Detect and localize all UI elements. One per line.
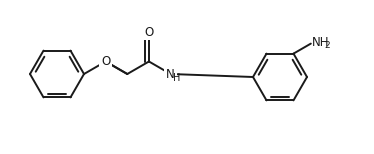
Text: 2: 2 [325,41,331,50]
Text: NH: NH [312,36,329,49]
Text: O: O [144,26,154,38]
Text: N: N [166,67,175,81]
Text: H: H [173,73,180,83]
Text: O: O [101,55,110,68]
